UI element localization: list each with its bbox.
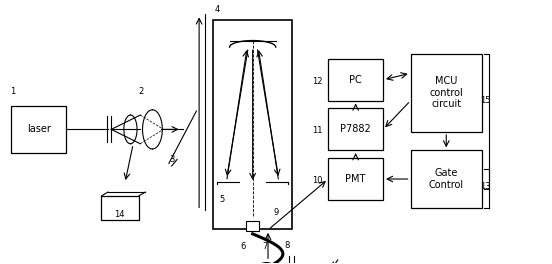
Text: MCU
control
circuit: MCU control circuit [429, 76, 463, 109]
Text: 4: 4 [215, 5, 220, 14]
Text: 15: 15 [481, 96, 491, 105]
Text: 3: 3 [169, 155, 174, 164]
Text: Gate
Control: Gate Control [429, 168, 464, 190]
Text: 5: 5 [220, 195, 225, 204]
Bar [328, 59, 383, 101]
Bar [246, 221, 259, 231]
Text: 1: 1 [10, 87, 15, 96]
Bar [102, 196, 139, 219]
Text: PMT: PMT [346, 174, 366, 184]
Text: 11: 11 [312, 126, 322, 135]
Text: 6: 6 [240, 242, 246, 251]
Text: 10: 10 [312, 176, 322, 185]
Bar [213, 20, 293, 229]
Text: P7882: P7882 [340, 124, 371, 134]
Text: 8: 8 [284, 241, 290, 250]
Text: 7: 7 [262, 242, 268, 251]
Text: PC: PC [349, 75, 362, 85]
Text: 13: 13 [480, 182, 491, 191]
Text: 9: 9 [273, 209, 279, 218]
Text: laser: laser [27, 124, 51, 134]
Bar [411, 150, 482, 208]
Text: 14: 14 [114, 210, 125, 219]
Bar [328, 109, 383, 150]
Bar [11, 106, 66, 153]
Text: 12: 12 [312, 77, 322, 86]
Ellipse shape [258, 263, 274, 264]
Text: 2: 2 [139, 87, 144, 96]
Bar [411, 54, 482, 132]
Bar [328, 158, 383, 200]
